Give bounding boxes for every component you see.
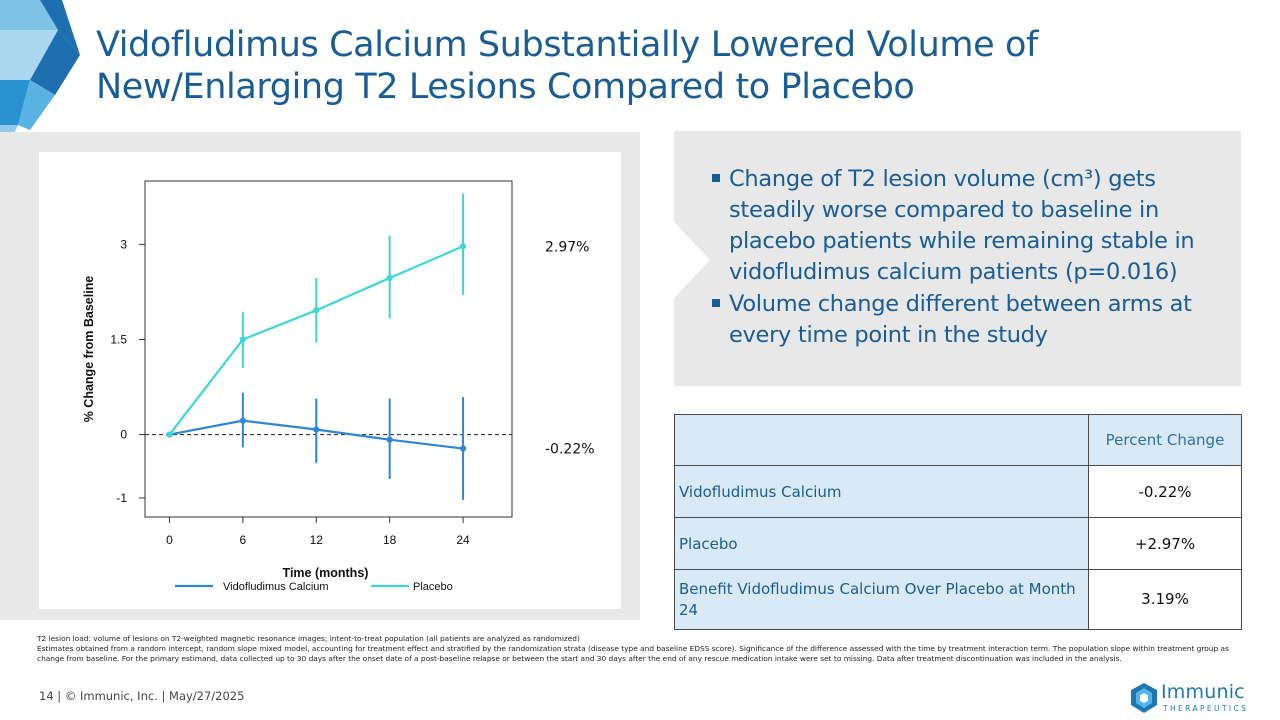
- table-row-label: Placebo: [674, 517, 1089, 570]
- table-row: Placebo +2.97%: [674, 517, 1242, 570]
- chart-panel: -1 0 1.5 3 0 6 12 18 24 Time (months) % Change fro…: [39, 152, 621, 609]
- x-tick-label: 0: [166, 533, 173, 547]
- footnote: T2 lesion load: volume of lesions on T2-…: [37, 634, 1237, 664]
- slide-footer: 14 | © Immunic, Inc. | May/27/2025: [39, 689, 245, 703]
- bullet-item: Change of T2 lesion volume (cm³) gets st…: [712, 164, 1237, 288]
- y-tick-label: 3: [120, 237, 127, 251]
- slide-title: Vidofludimus Calcium Substantially Lower…: [96, 25, 1038, 107]
- data-point-0: [313, 426, 320, 433]
- data-point-1: [459, 243, 467, 250]
- logo-subtitle: THERAPEUTICS: [1163, 704, 1249, 713]
- bullet-item: Volume change different between arms at …: [712, 289, 1237, 351]
- legend-label: Vidofludimus Calcium: [223, 581, 329, 593]
- table-row-label: Vidofludimus Calcium: [674, 465, 1089, 518]
- callout-panel: [674, 131, 1241, 386]
- data-point-0: [459, 445, 467, 452]
- legend-label: Placebo: [413, 581, 453, 593]
- y-tick-label: 0: [120, 428, 127, 442]
- logo-name: Immunic: [1161, 681, 1245, 703]
- end-value-label: 2.97%: [545, 239, 589, 255]
- immunic-logo: Immunic THERAPEUTICS: [1131, 681, 1251, 715]
- table-header-label: [674, 414, 1089, 466]
- x-tick-label: 6: [240, 533, 247, 547]
- data-point-1: [166, 431, 173, 438]
- x-tick-label: 12: [310, 533, 324, 547]
- callout-bullets: Change of T2 lesion volume (cm³) gets st…: [712, 164, 1237, 352]
- y-axis-label: % Change from Baseline: [82, 276, 96, 423]
- x-tick-label: 24: [456, 533, 470, 547]
- footnote-line: T2 lesion load: volume of lesions on T2-…: [37, 634, 580, 643]
- x-tick-label: 18: [383, 533, 397, 547]
- table-row-label: Benefit Vidofludimus Calcium Over Placeb…: [674, 569, 1089, 630]
- percent-change-table: Percent Change Vidofludimus Calcium -0.2…: [674, 414, 1242, 630]
- data-point-1: [313, 307, 320, 314]
- corner-decoration: [0, 0, 80, 165]
- y-tick-label: -1: [116, 491, 127, 505]
- immunic-logo-icon: [1131, 683, 1157, 713]
- table-row: Benefit Vidofludimus Calcium Over Placeb…: [674, 569, 1242, 630]
- table-row-value: -0.22%: [1088, 465, 1242, 518]
- data-point-1: [386, 274, 393, 282]
- table-header-row: Percent Change: [674, 414, 1242, 466]
- data-point-0: [239, 417, 246, 424]
- data-point-1: [239, 336, 246, 343]
- table-row: Vidofludimus Calcium -0.22%: [674, 465, 1242, 518]
- end-value-label: -0.22%: [545, 442, 595, 458]
- t2-lesion-line-chart: -1 0 1.5 3 0 6 12 18 24 Time (months) % Change fro…: [82, 180, 595, 593]
- plot-frame: [144, 180, 513, 518]
- y-tick-label: 1.5: [110, 332, 127, 346]
- table-row-value: +2.97%: [1088, 517, 1242, 570]
- footnote-line: Estimates obtained from a random interce…: [37, 644, 1229, 663]
- table-header-value: Percent Change: [1088, 414, 1242, 466]
- data-point-0: [386, 436, 393, 443]
- callout-arrow-notch: [674, 222, 710, 298]
- table-row-value: 3.19%: [1088, 569, 1242, 630]
- x-axis-label: Time (months): [283, 566, 369, 580]
